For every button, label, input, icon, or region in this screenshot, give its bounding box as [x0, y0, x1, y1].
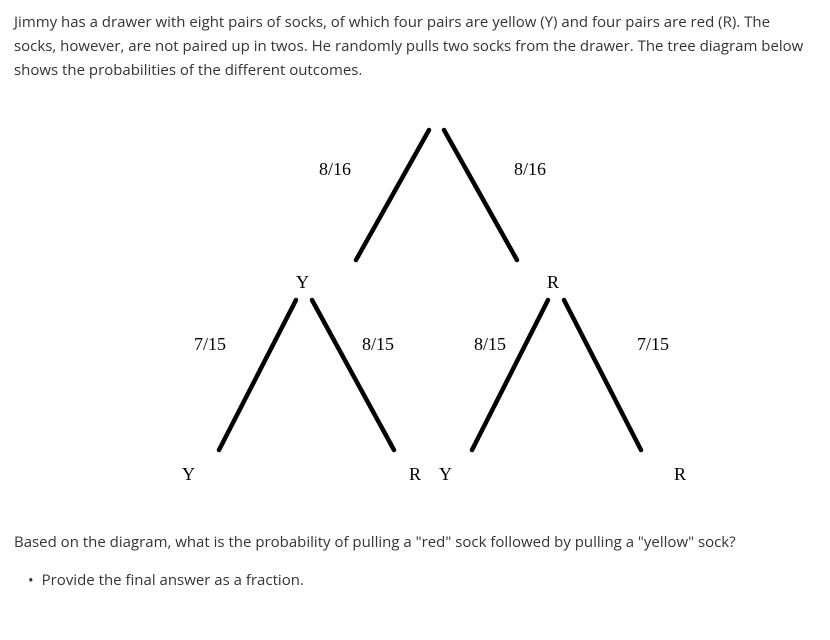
branch-R-R — [564, 300, 641, 450]
prob-Y-Y: 7/15 — [194, 330, 226, 359]
tree-svg — [14, 100, 814, 520]
prob-root-Y: 8/16 — [319, 155, 351, 184]
branch-Y-Y — [219, 300, 296, 450]
prob-R-R: 7/15 — [637, 330, 669, 359]
branch-root-Y — [356, 130, 429, 260]
branch-R-Y — [472, 300, 548, 450]
tree-diagram: 8/16 8/16 Y R 7/15 8/15 8/15 7/15 Y R Y … — [14, 100, 814, 520]
answer-instruction: Provide the final answer as a fraction. — [42, 568, 816, 592]
branch-Y-R — [312, 300, 394, 450]
prob-R-Y: 8/15 — [474, 330, 506, 359]
leaf-YY: Y — [182, 460, 195, 489]
problem-question: Based on the diagram, what is the probab… — [14, 530, 816, 554]
leaf-RY: Y — [439, 460, 452, 489]
leaf-RR: R — [674, 460, 686, 489]
node-Y: Y — [296, 268, 309, 297]
branch-root-R — [444, 130, 517, 260]
leaf-YR: R — [409, 460, 421, 489]
problem-intro: Jimmy has a drawer with eight pairs of s… — [14, 10, 816, 82]
node-R: R — [547, 268, 559, 297]
prob-Y-R: 8/15 — [362, 330, 394, 359]
prob-root-R: 8/16 — [514, 155, 546, 184]
